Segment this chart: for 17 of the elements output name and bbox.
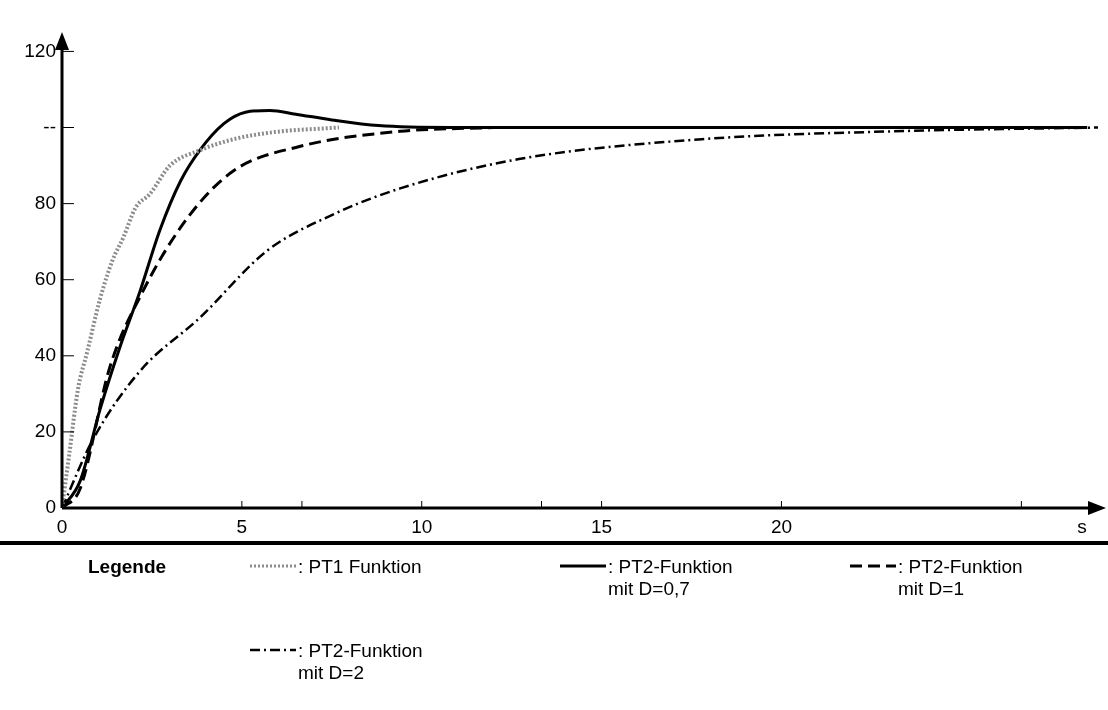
legend-label: : PT1 Funktion — [298, 556, 423, 578]
y-tick-label: 60 — [34, 267, 56, 289]
legend-title: Legende — [88, 556, 167, 578]
x-tick-label: 5 — [236, 515, 248, 537]
x-tick-label: 20 — [770, 515, 793, 537]
y-tick-label: 80 — [34, 191, 56, 213]
y-tick-label: 0 — [45, 496, 56, 518]
y-tick-label: 20 — [34, 420, 56, 442]
y-tick-label: 120 — [24, 39, 56, 61]
y-tick-label: -- — [43, 115, 56, 137]
y-tick-label: 40 — [34, 344, 56, 366]
x-tick-label: 10 — [411, 515, 433, 537]
x-tick-label: 15 — [591, 515, 613, 537]
x-axis-title: s — [1077, 515, 1087, 537]
legend-label: : PT2-Funktion mit D=0,7 — [608, 556, 734, 600]
legend-label: : PT2-Funktion mit D=1 — [898, 556, 1024, 600]
legend-label: : PT2-Funktion mit D=2 — [298, 640, 424, 684]
